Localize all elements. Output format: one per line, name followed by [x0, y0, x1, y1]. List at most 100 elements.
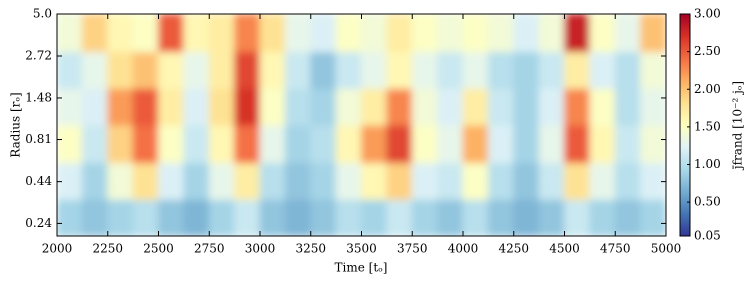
heatmap-cell: [310, 162, 337, 200]
heatmap-cell: [259, 87, 286, 126]
heatmap-cell: [361, 162, 388, 200]
heatmap-cell: [614, 162, 642, 200]
heatmap-cell: [335, 198, 362, 236]
heatmap-cell: [310, 51, 337, 89]
heatmap-cell: [132, 162, 159, 200]
heatmap-cell: [234, 51, 261, 89]
heatmap-cell: [81, 14, 109, 53]
heatmap-cell: [310, 87, 337, 126]
heatmap-cell: [284, 124, 312, 164]
heatmap-cell: [361, 51, 388, 89]
heatmap-cell: [81, 198, 109, 236]
heatmap-cell: [234, 14, 261, 53]
heatmap-cell: [564, 124, 591, 164]
heatmap-cell: [614, 124, 642, 164]
heatmap-cell: [335, 162, 362, 200]
heatmap-cell: [234, 162, 261, 200]
heatmap-cell: [208, 87, 236, 126]
heatmap-cell: [158, 162, 185, 200]
heatmap-cell: [513, 87, 540, 126]
heatmap-cell: [386, 51, 413, 89]
heatmap-cell: [411, 162, 439, 200]
heatmap-cell: [183, 51, 210, 89]
y-tick-label: 2.72: [25, 48, 52, 62]
heatmap-cell: [589, 162, 616, 200]
heatmap-cell: [487, 51, 515, 89]
heatmap-cell: [259, 51, 286, 89]
x-tick-label: 2500: [143, 242, 174, 256]
heatmap-cell: [183, 87, 210, 126]
heatmap-cell: [411, 87, 439, 126]
heatmap-cell: [589, 87, 616, 126]
heatmap-cell: [284, 198, 312, 236]
heatmap-cell: [640, 124, 666, 164]
heatmap-cell: [640, 51, 666, 89]
heatmap-cell: [462, 14, 489, 53]
x-tick-label: 2250: [92, 242, 123, 256]
heatmap-cell: [386, 198, 413, 236]
y-axis-label: Radius [rₒ]: [9, 92, 23, 157]
heatmap-cell: [437, 198, 464, 236]
heatmap-cell: [386, 124, 413, 164]
heatmap-cell: [158, 51, 185, 89]
heatmap-cell: [513, 162, 540, 200]
heatmap-cell: [208, 198, 236, 236]
colorbar-tick-label: 0.50: [694, 195, 721, 209]
heatmap-cell: [81, 162, 109, 200]
y-tick-label: 0.24: [25, 216, 52, 230]
heatmap-cell: [335, 51, 362, 89]
heatmap-cell: [158, 14, 185, 53]
heatmap-cell: [538, 124, 565, 164]
heatmap-cell: [487, 162, 515, 200]
heatmap-cell: [614, 87, 642, 126]
x-tick-label: 3750: [397, 242, 428, 256]
heatmap-cell: [437, 14, 464, 53]
x-tick-label: 3000: [245, 242, 276, 256]
colorbar-tick-label: 3.00: [694, 7, 721, 21]
heatmap-cell: [614, 198, 642, 236]
heatmap-cell: [564, 162, 591, 200]
heatmap-cell: [107, 124, 134, 164]
heatmap-cell: [487, 198, 515, 236]
heatmap-cell: [411, 51, 439, 89]
heatmap-cell: [183, 198, 210, 236]
heatmap-cell: [335, 124, 362, 164]
x-tick-label: 4750: [600, 242, 631, 256]
x-tick-label: 2750: [194, 242, 225, 256]
heatmap-cell: [107, 87, 134, 126]
heatmap-cell: [132, 87, 159, 126]
heatmap-cell: [462, 198, 489, 236]
heatmap-cell: [183, 14, 210, 53]
heatmap-cell: [234, 87, 261, 126]
heatmap-cell: [132, 198, 159, 236]
heatmap-cell: [640, 14, 666, 53]
heatmap-cell: [208, 14, 236, 53]
colorbar-tick-label: 2.00: [694, 82, 721, 96]
x-tick-label: 2000: [42, 242, 73, 256]
heatmap-cell: [361, 14, 388, 53]
heatmap-cell: [310, 124, 337, 164]
heatmap-cell: [361, 87, 388, 126]
colorbar-tick-label: 1.50: [694, 119, 721, 133]
heatmap-cell: [386, 162, 413, 200]
heatmap-cell: [614, 51, 642, 89]
x-tick-label: 3500: [346, 242, 377, 256]
heatmap-cell: [513, 198, 540, 236]
heatmap-cell: [158, 124, 185, 164]
heatmap-cell: [462, 87, 489, 126]
heatmap-cell: [462, 124, 489, 164]
heatmap-cell: [57, 51, 83, 89]
heatmap-cell: [81, 87, 109, 126]
heatmap-cell: [158, 198, 185, 236]
y-tick-label: 0.44: [25, 174, 52, 188]
heatmap-cell: [361, 124, 388, 164]
heatmap-cell: [411, 198, 439, 236]
heatmap-cell: [640, 162, 666, 200]
heatmap-cell: [564, 87, 591, 126]
colorbar-tick-label: 1.00: [694, 157, 721, 171]
heatmap-cell: [81, 51, 109, 89]
heatmap-cell: [538, 51, 565, 89]
colorbar-label: j̄frand [10⁻² jₒ]: [731, 81, 745, 171]
heatmap-cell: [107, 51, 134, 89]
